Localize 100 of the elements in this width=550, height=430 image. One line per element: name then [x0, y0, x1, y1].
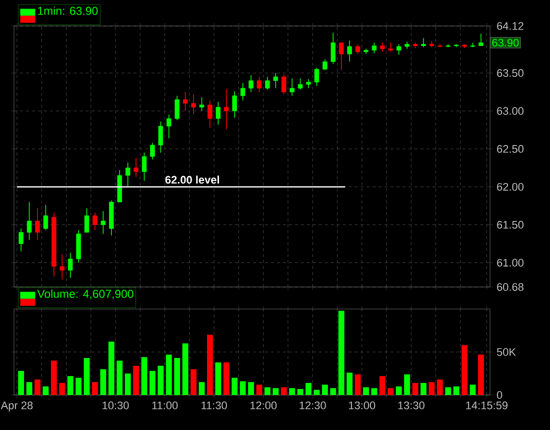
bar: [67, 376, 74, 395]
bar: [158, 366, 164, 395]
x-tick-label: 13:00: [349, 402, 376, 410]
bar: [42, 386, 49, 395]
candlestick: [314, 67, 320, 86]
bar: [100, 369, 106, 395]
candlestick: [134, 158, 138, 178]
legend-label: Volume: 4,607,900: [37, 290, 134, 300]
candlestick: [372, 42, 377, 54]
bar: [297, 388, 304, 395]
y-tick-label: 63.50: [497, 69, 524, 77]
candlestick: [216, 101, 221, 126]
candlestick: [298, 78, 303, 90]
bar: [280, 387, 287, 395]
candlestick: [338, 42, 344, 70]
x-tick-label: 11:30: [202, 402, 227, 410]
bar: [314, 390, 320, 395]
bar: [92, 382, 98, 395]
y-tick-label: 64.12: [497, 22, 524, 30]
bar: [354, 374, 361, 395]
candlestick: [306, 78, 311, 89]
candlestick: [26, 202, 32, 240]
bar: [133, 366, 139, 395]
candlestick: [191, 94, 196, 114]
bar: [306, 382, 312, 395]
bar: [338, 310, 344, 395]
bar: [371, 388, 378, 395]
candlestick: [347, 40, 352, 62]
bar: [412, 382, 418, 395]
bar: [420, 382, 426, 395]
candlestick: [60, 254, 64, 280]
bar: [18, 370, 24, 395]
y-tick-label: 60.68: [497, 283, 524, 291]
bar: [190, 369, 196, 395]
bar: [182, 343, 188, 395]
bar: [206, 334, 213, 395]
bar: [462, 345, 468, 395]
y-tick-label: 61.00: [497, 258, 524, 267]
bar: [322, 384, 328, 395]
bar: [150, 370, 156, 395]
bar: [436, 380, 443, 395]
candlestick: [380, 42, 385, 52]
candlestick: [256, 76, 262, 92]
bar: [215, 362, 222, 395]
bar: [346, 372, 353, 395]
y-tick-label: 63.00: [497, 107, 524, 115]
candlestick: [248, 74, 254, 92]
bar: [379, 376, 386, 395]
bar: [124, 374, 131, 395]
bar: [141, 357, 148, 395]
x-tick-label: 12:00: [250, 402, 277, 410]
candlestick: [199, 96, 204, 112]
candlestick: [150, 142, 155, 160]
bar: [50, 360, 57, 395]
candlestick: [18, 228, 24, 252]
bar: [240, 381, 246, 395]
x-tick-label: 11:00: [152, 402, 178, 410]
y-tick-label: 61.50: [497, 220, 524, 229]
bar: [84, 358, 90, 395]
candlestick: [224, 88, 229, 130]
candlestick: [158, 121, 164, 154]
text: 63.90: [492, 38, 519, 47]
candlestick: [142, 152, 147, 182]
bar: [289, 388, 296, 395]
bar: [264, 387, 270, 395]
candlestick: [240, 82, 246, 101]
candlestick: [282, 74, 286, 95]
bar: [478, 354, 484, 395]
bar: [76, 378, 82, 395]
bar: [223, 362, 230, 395]
bar: [470, 384, 476, 395]
bar: [445, 387, 452, 395]
candlestick: [174, 95, 180, 120]
y-tick-label: 0: [496, 391, 502, 399]
bar: [108, 342, 114, 395]
y-tick-label: 50K: [496, 348, 516, 356]
candlestick: [273, 72, 278, 89]
y-tick-label: 62.50: [497, 145, 524, 153]
bar: [330, 388, 336, 395]
bar: [198, 382, 205, 395]
bar: [116, 360, 123, 395]
candlestick: [43, 204, 48, 230]
y-tick-label: 62.00: [497, 182, 524, 191]
x-tick-label: 10:30: [102, 402, 129, 410]
legend-label: 1min: 63.90: [38, 6, 98, 15]
candlestick: [396, 44, 402, 56]
x-tick-label: 13:30: [398, 402, 424, 410]
bar: [396, 386, 402, 395]
candlestick: [421, 38, 426, 48]
bar: [453, 386, 460, 395]
candlestick: [35, 208, 40, 240]
bar: [59, 382, 66, 395]
candlestick: [478, 33, 484, 46]
x-tick-label: Apr 28: [0, 402, 33, 412]
candlestick: [290, 78, 294, 96]
candlestick: [355, 44, 360, 54]
bar: [174, 358, 180, 395]
candlestick: [92, 212, 98, 230]
bar: [256, 384, 262, 395]
bar: [232, 378, 238, 395]
